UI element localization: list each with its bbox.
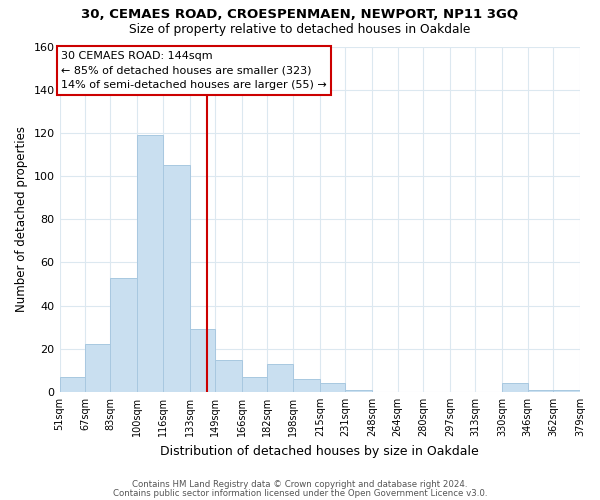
Bar xyxy=(268,364,293,392)
Text: 30 CEMAES ROAD: 144sqm
← 85% of detached houses are smaller (323)
14% of semi-de: 30 CEMAES ROAD: 144sqm ← 85% of detached… xyxy=(61,51,327,90)
Text: 30, CEMAES ROAD, CROESPENMAEN, NEWPORT, NP11 3GQ: 30, CEMAES ROAD, CROESPENMAEN, NEWPORT, … xyxy=(82,8,518,20)
X-axis label: Distribution of detached houses by size in Oakdale: Distribution of detached houses by size … xyxy=(160,444,479,458)
Bar xyxy=(59,377,85,392)
Bar xyxy=(320,384,345,392)
Bar xyxy=(110,278,137,392)
Bar xyxy=(502,384,527,392)
Y-axis label: Number of detached properties: Number of detached properties xyxy=(15,126,28,312)
Bar xyxy=(215,360,242,392)
Bar xyxy=(527,390,553,392)
Bar xyxy=(190,330,215,392)
Bar xyxy=(242,377,268,392)
Bar xyxy=(293,379,320,392)
Bar xyxy=(553,390,580,392)
Bar xyxy=(85,344,110,392)
Bar xyxy=(163,165,190,392)
Bar xyxy=(345,390,372,392)
Bar xyxy=(137,135,163,392)
Text: Contains HM Land Registry data © Crown copyright and database right 2024.: Contains HM Land Registry data © Crown c… xyxy=(132,480,468,489)
Text: Contains public sector information licensed under the Open Government Licence v3: Contains public sector information licen… xyxy=(113,488,487,498)
Text: Size of property relative to detached houses in Oakdale: Size of property relative to detached ho… xyxy=(130,22,470,36)
